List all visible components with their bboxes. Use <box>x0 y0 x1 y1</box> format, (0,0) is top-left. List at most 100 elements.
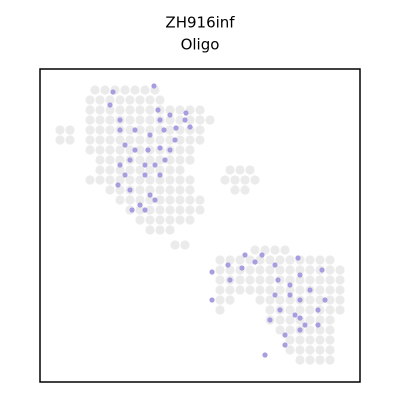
spot <box>195 195 205 205</box>
spot <box>152 162 158 168</box>
spot <box>167 147 173 153</box>
spot <box>135 155 145 165</box>
spot <box>250 245 260 255</box>
spot <box>142 162 148 168</box>
spot <box>105 105 115 115</box>
spot <box>125 115 135 125</box>
spot <box>305 265 315 275</box>
spot <box>230 175 240 185</box>
spot <box>55 125 65 135</box>
spot <box>135 135 145 145</box>
spot <box>245 285 255 295</box>
spot <box>127 157 133 163</box>
spot <box>147 132 153 138</box>
spot <box>287 292 293 298</box>
spot <box>195 125 205 135</box>
spot <box>145 215 155 225</box>
spot <box>175 135 185 145</box>
spot <box>322 297 328 303</box>
spot <box>161 127 167 133</box>
spot <box>105 155 115 165</box>
spot <box>285 295 295 305</box>
spot <box>135 95 145 105</box>
spot <box>135 165 145 175</box>
spot <box>145 225 155 235</box>
spot <box>185 145 195 155</box>
spot <box>165 165 175 175</box>
spot <box>127 187 133 193</box>
spot <box>265 265 275 275</box>
spot <box>270 245 280 255</box>
spot <box>165 115 175 125</box>
spot <box>277 307 283 313</box>
spot <box>155 175 165 185</box>
spot <box>215 265 225 275</box>
spot <box>255 285 265 295</box>
spot <box>240 185 250 195</box>
spot <box>335 295 345 305</box>
spot <box>162 157 168 163</box>
spot <box>175 155 185 165</box>
spot <box>252 259 258 265</box>
spot <box>175 195 185 205</box>
spot <box>157 145 163 151</box>
spot <box>260 245 270 255</box>
spot <box>305 335 315 345</box>
spot <box>165 105 175 115</box>
spot <box>209 269 215 275</box>
spot <box>125 175 135 185</box>
spot <box>145 195 155 205</box>
spot <box>132 127 138 133</box>
spot <box>117 162 123 168</box>
spot <box>250 175 260 185</box>
spot <box>110 89 116 95</box>
spot <box>325 355 335 365</box>
spot <box>185 175 195 185</box>
spot <box>325 305 335 315</box>
spot <box>155 165 165 175</box>
spot <box>295 345 305 355</box>
spot <box>325 285 335 295</box>
spot <box>95 115 105 125</box>
spot <box>315 255 325 265</box>
spot <box>262 352 268 358</box>
spot <box>145 205 155 215</box>
spot <box>295 335 305 345</box>
spot <box>315 345 325 355</box>
spot <box>185 215 195 225</box>
spot <box>85 115 95 125</box>
spot <box>305 355 315 365</box>
spot <box>305 345 315 355</box>
spot <box>105 95 115 105</box>
spot <box>280 245 290 255</box>
spot <box>95 95 105 105</box>
spot <box>275 285 285 295</box>
spot <box>185 185 195 195</box>
spot <box>185 115 195 125</box>
spot <box>155 107 161 113</box>
spot <box>255 295 265 305</box>
spot <box>225 295 235 305</box>
spot <box>155 135 165 145</box>
spot <box>117 127 123 133</box>
spot <box>105 115 115 125</box>
spot <box>100 85 110 95</box>
spot <box>215 275 225 285</box>
spot <box>105 135 115 145</box>
spot <box>315 275 325 285</box>
spot <box>55 135 65 145</box>
spot <box>170 240 180 250</box>
spot <box>135 205 145 215</box>
spot <box>85 105 95 115</box>
spot <box>185 155 195 165</box>
spot <box>215 255 225 265</box>
spot <box>315 335 325 345</box>
spot <box>265 305 275 315</box>
spot <box>275 277 281 283</box>
spot <box>295 285 305 295</box>
spot <box>295 265 305 275</box>
spot <box>285 265 295 275</box>
spot <box>115 105 125 115</box>
spot <box>292 312 298 318</box>
spot <box>145 165 155 175</box>
